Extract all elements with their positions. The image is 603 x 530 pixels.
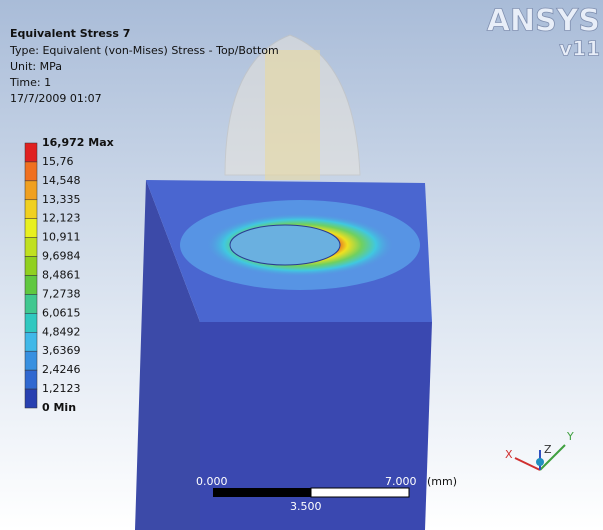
legend-swatch xyxy=(25,143,37,162)
legend-swatch xyxy=(25,181,37,200)
info-line: Time: 1 xyxy=(9,76,51,89)
legend-label: 13,335 xyxy=(42,193,81,206)
legend-label: 12,123 xyxy=(42,212,81,225)
legend-swatch xyxy=(25,313,37,332)
info-line: Type: Equivalent (von-Mises) Stress - To… xyxy=(9,44,279,57)
implant-ghost xyxy=(265,50,320,180)
legend-swatch xyxy=(25,351,37,370)
logo: ANSYS xyxy=(487,4,600,39)
triad-label: X xyxy=(505,448,513,461)
scale-middle: 3.500 xyxy=(290,500,322,513)
legend-swatch xyxy=(25,257,37,276)
info-line: 17/7/2009 01:07 xyxy=(10,92,102,105)
scale-bar xyxy=(213,488,311,497)
triad-label: Z xyxy=(544,443,552,456)
info-line: Unit: MPa xyxy=(10,60,62,73)
title: Equivalent Stress 7 xyxy=(10,27,130,40)
scale-end: 7.000 xyxy=(385,475,417,488)
legend-label: 6,0615 xyxy=(42,306,81,319)
legend-label: 15,76 xyxy=(42,155,74,168)
triad-center xyxy=(536,458,544,466)
legend-swatch xyxy=(25,389,37,408)
legend-swatch xyxy=(25,294,37,313)
viewport: Equivalent Stress 7 Type: Equivalent (vo… xyxy=(0,0,603,530)
triad-label: Y xyxy=(566,430,574,443)
legend-label: 14,548 xyxy=(42,174,81,187)
legend-swatch xyxy=(25,332,37,351)
legend-label: 4,8492 xyxy=(42,325,81,338)
legend-swatch xyxy=(25,370,37,389)
block-front xyxy=(200,322,432,530)
legend-label: 10,911 xyxy=(42,231,81,244)
legend-label: 3,6369 xyxy=(42,344,81,357)
legend-label: 16,972 Max xyxy=(42,136,114,149)
legend-swatch xyxy=(25,238,37,257)
legend-label: 8,4861 xyxy=(42,269,81,282)
legend-label: 9,6984 xyxy=(42,250,81,263)
scale-start: 0.000 xyxy=(196,475,228,488)
logo-version: v11 xyxy=(559,37,600,61)
scale-bar xyxy=(311,488,409,497)
legend-label: 1,2123 xyxy=(42,382,81,395)
legend-label: 0 Min xyxy=(42,401,76,414)
legend-label: 7,2738 xyxy=(42,287,81,300)
legend-swatch xyxy=(25,162,37,181)
legend-label: 2,4246 xyxy=(42,363,81,376)
implant-head xyxy=(230,225,340,265)
legend-swatch xyxy=(25,276,37,295)
legend-swatch xyxy=(25,200,37,219)
scale-unit: (mm) xyxy=(427,475,457,488)
legend-swatch xyxy=(25,219,37,238)
